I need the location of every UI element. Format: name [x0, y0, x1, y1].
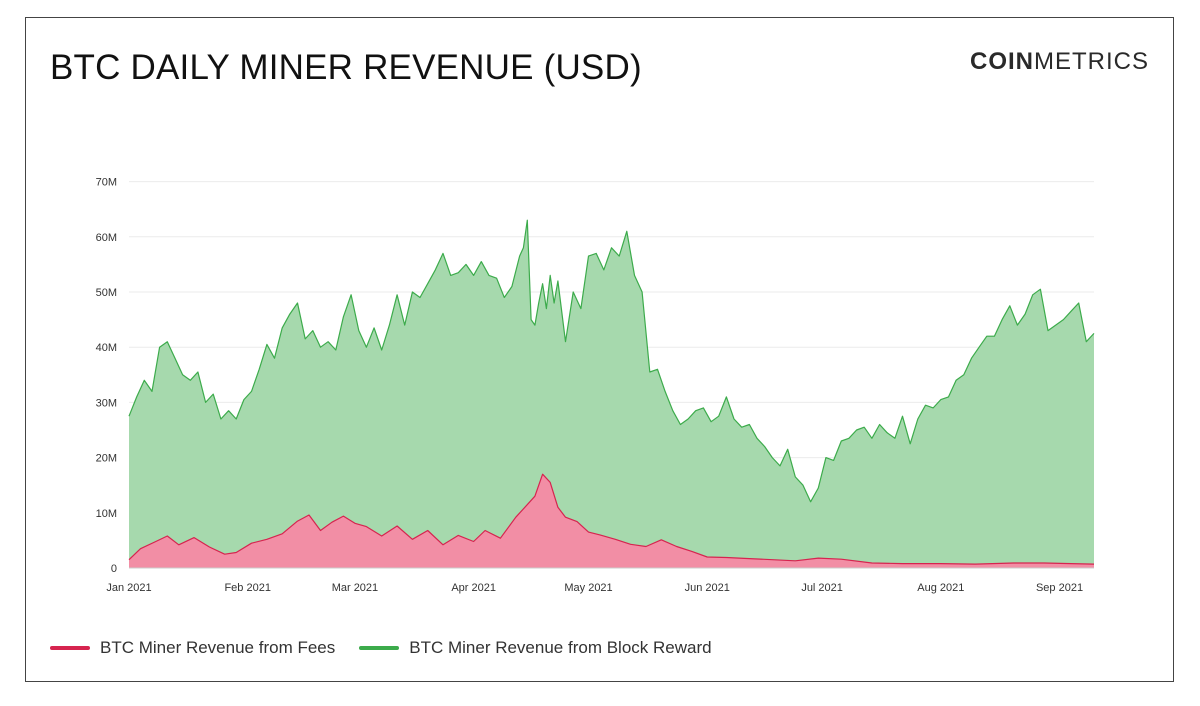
x-axis: Jan 2021 Feb 2021 Mar 2021 Apr 2021 May 2021…: [106, 567, 1094, 594]
x-tick-label: May 2021: [564, 582, 612, 594]
y-axis: 0 10M 20M 30M 40M 50M 60M 70M: [96, 177, 117, 575]
x-tick-label: Aug 2021: [917, 582, 964, 594]
y-tick-label: 40M: [96, 342, 117, 354]
x-tick-label: Jan 2021: [106, 582, 151, 594]
series-areas: [128, 219, 1095, 568]
legend-swatch-fees: [50, 646, 90, 650]
legend-label-block-reward: BTC Miner Revenue from Block Reward: [409, 638, 712, 657]
legend-label-fees: BTC Miner Revenue from Fees: [100, 638, 336, 657]
chart-card: BTC DAILY MINER REVENUE (USD) COINMETRIC…: [25, 17, 1174, 682]
logo-light-text: METRICS: [1034, 48, 1149, 75]
y-tick-label: 30M: [96, 397, 117, 409]
legend-swatch-block-reward: [359, 646, 400, 650]
y-tick-label: 70M: [96, 177, 117, 189]
area-chart: 0 10M 20M 30M 40M 50M 60M 70M Jan 2021 Feb 2021 M…: [96, 177, 1095, 594]
y-tick-label: 60M: [96, 232, 117, 244]
x-tick-label: Feb 2021: [224, 582, 270, 594]
y-tick-label: 0: [111, 563, 117, 575]
x-tick-label: Jul 2021: [801, 582, 843, 594]
block-reward-series-area: [129, 220, 1094, 568]
legend-item-block-reward[interactable]: BTC Miner Revenue from Block Reward: [359, 638, 712, 658]
fees-series-line: [128, 473, 1095, 565]
coinmetrics-logo: COINMETRICS: [970, 48, 1149, 76]
x-tick-label: Sep 2021: [1036, 582, 1083, 594]
logo-bold-text: COIN: [970, 48, 1034, 75]
y-tick-label: 10M: [96, 508, 117, 520]
block-reward-series-line: [128, 219, 1095, 503]
x-tick-label: Mar 2021: [332, 582, 378, 594]
fees-series-area: [129, 474, 1094, 568]
x-tick-label: Jun 2021: [685, 582, 730, 594]
y-tick-label: 50M: [96, 287, 117, 299]
legend: BTC Miner Revenue from Fees BTC Miner Re…: [50, 638, 736, 658]
y-tick-label: 20M: [96, 453, 117, 465]
x-tick-label: Apr 2021: [451, 582, 496, 594]
chart-title: BTC DAILY MINER REVENUE (USD): [50, 48, 642, 87]
legend-item-fees[interactable]: BTC Miner Revenue from Fees: [50, 638, 335, 658]
